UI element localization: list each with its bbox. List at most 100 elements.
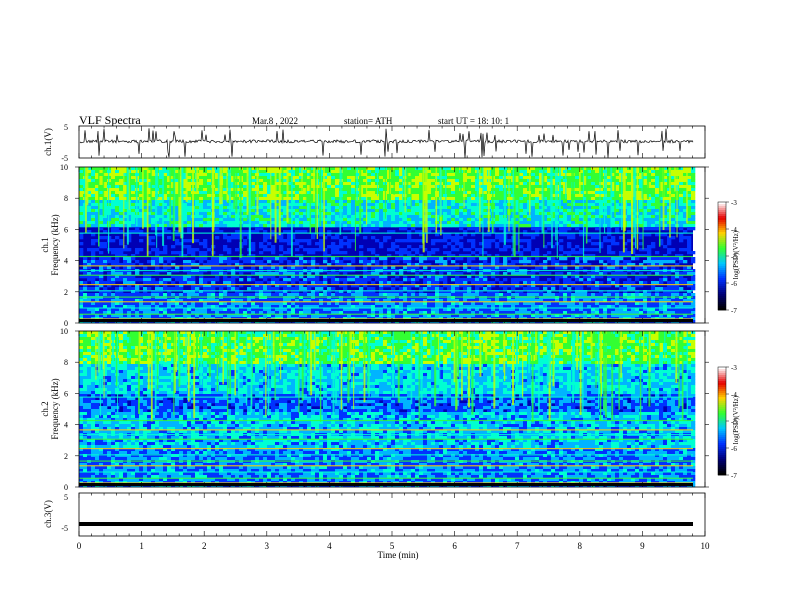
spectrogram-cell bbox=[379, 176, 384, 180]
spectrogram-cell bbox=[535, 275, 540, 279]
spectrogram-cell bbox=[603, 188, 608, 192]
spectrogram-cell bbox=[363, 170, 368, 174]
spectrogram-cell bbox=[339, 221, 344, 225]
spectrogram-cell bbox=[391, 218, 396, 222]
spectrogram-cell bbox=[443, 284, 448, 288]
spectrogram-cell bbox=[487, 266, 492, 270]
spectrogram-cell bbox=[479, 212, 484, 216]
spectrogram-cell bbox=[575, 185, 580, 189]
spectrogram-cell bbox=[115, 248, 120, 252]
spectrogram-cell bbox=[419, 197, 424, 201]
spectrogram-cell bbox=[391, 215, 396, 219]
spectrogram-cell bbox=[431, 257, 436, 261]
spectrogram-cell bbox=[111, 170, 116, 174]
spectrogram-cell bbox=[547, 167, 552, 171]
spectrogram-cell bbox=[679, 167, 684, 171]
spectrogram-cell bbox=[115, 251, 120, 255]
spectrogram-cell bbox=[159, 185, 164, 189]
spectrogram-cell bbox=[295, 284, 300, 288]
spectrogram-cell bbox=[259, 203, 264, 207]
spectrogram-cell bbox=[259, 260, 264, 264]
spectrogram-cell bbox=[387, 224, 392, 228]
spectrogram-cell bbox=[523, 197, 528, 201]
spectrogram-cell bbox=[151, 191, 156, 195]
spectrogram-cell bbox=[599, 272, 604, 276]
spectrogram-cell bbox=[371, 248, 376, 252]
spectrogram-cell bbox=[631, 242, 636, 246]
spectrogram-cell bbox=[239, 272, 244, 276]
spectrogram-cell bbox=[203, 176, 208, 180]
spectrogram-cell bbox=[595, 242, 600, 246]
spectrogram-cell bbox=[399, 176, 404, 180]
spectrogram-cell bbox=[159, 203, 164, 207]
spectrogram-cell bbox=[587, 197, 592, 201]
spectrogram-cell bbox=[447, 185, 452, 189]
spectrogram-cell bbox=[279, 254, 284, 258]
spectrogram-cell bbox=[87, 191, 92, 195]
spectrogram-cell bbox=[279, 167, 284, 171]
spectrogram-cell bbox=[523, 239, 528, 243]
spectrogram-cell bbox=[335, 209, 340, 213]
spectrogram-cell bbox=[459, 227, 464, 231]
spectrogram-cell bbox=[143, 191, 148, 195]
spectrogram-cell bbox=[311, 260, 316, 264]
spectrogram-cell bbox=[275, 170, 280, 174]
spectrogram-cell bbox=[671, 191, 676, 195]
spectrogram-cell bbox=[79, 242, 84, 246]
spectrogram-cell bbox=[667, 221, 672, 225]
spectrogram-cell bbox=[355, 200, 360, 204]
spectrogram-cell bbox=[643, 218, 648, 222]
spectrogram-cell bbox=[295, 263, 300, 267]
spectrogram-cell bbox=[667, 236, 672, 240]
spectrogram-cell bbox=[407, 212, 412, 216]
spectrogram-cell bbox=[407, 182, 412, 186]
spectrogram-cell bbox=[679, 194, 684, 198]
spectrogram-cell bbox=[143, 224, 148, 228]
spectrogram-cell bbox=[203, 170, 208, 174]
spectrogram-cell bbox=[167, 206, 172, 210]
spectrogram-cell bbox=[287, 197, 292, 201]
spectrogram-cell bbox=[367, 212, 372, 216]
spectrogram-cell bbox=[419, 194, 424, 198]
spectrogram-cell bbox=[247, 278, 252, 282]
spectrogram-cell bbox=[371, 257, 376, 261]
spectrogram-cell bbox=[611, 275, 616, 279]
spectrogram-cell bbox=[111, 263, 116, 267]
spectrogram-cell bbox=[663, 182, 668, 186]
spectrogram-cell bbox=[339, 173, 344, 177]
spectrogram-cell bbox=[227, 260, 232, 264]
spectrogram-cell bbox=[315, 263, 320, 267]
spectrogram-cell bbox=[139, 179, 144, 183]
spectrogram-cell bbox=[519, 167, 524, 171]
spectrogram-cell bbox=[451, 236, 456, 240]
spectrogram-cell bbox=[471, 257, 476, 261]
spectrogram-cell bbox=[351, 221, 356, 225]
spectrogram-cell bbox=[539, 266, 544, 270]
spectrogram-cell bbox=[427, 197, 432, 201]
spectrogram-cell bbox=[471, 206, 476, 210]
spectrogram-cell bbox=[407, 263, 412, 267]
spectrogram-cell bbox=[227, 257, 232, 261]
spectrogram-cell bbox=[215, 260, 220, 264]
spectrogram-cell bbox=[575, 224, 580, 228]
spectrogram-cell bbox=[239, 284, 244, 288]
spectrogram-cell bbox=[351, 227, 356, 231]
spectrogram-cell bbox=[187, 272, 192, 276]
spectrogram-cell bbox=[339, 212, 344, 216]
spectrogram-cell bbox=[339, 209, 344, 213]
spectrogram-cell bbox=[395, 200, 400, 204]
spectrogram-cell bbox=[659, 200, 664, 204]
spectrogram-cell bbox=[303, 167, 308, 171]
spectrogram-cell bbox=[195, 287, 200, 291]
spectrogram-cell bbox=[295, 278, 300, 282]
spectrogram-cell bbox=[299, 203, 304, 207]
spectrogram-cell bbox=[639, 242, 644, 246]
spectrogram-cell bbox=[379, 188, 384, 192]
spectrogram-cell bbox=[583, 254, 588, 258]
spectrogram-cell bbox=[307, 224, 312, 228]
spectrogram-cell bbox=[371, 266, 376, 270]
spectrogram-cell bbox=[295, 173, 300, 177]
spectrogram-cell bbox=[115, 221, 120, 225]
spectrogram-cell bbox=[663, 167, 668, 171]
spectrogram-cell bbox=[531, 233, 536, 237]
